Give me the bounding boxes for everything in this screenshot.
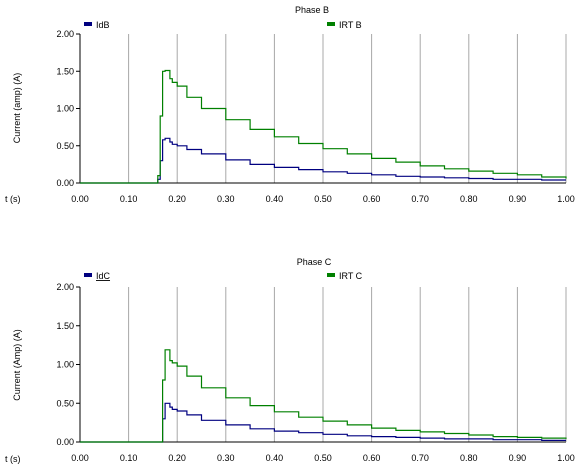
x-tick-label: 0.00 [71,453,89,463]
x-tick-label: 0.10 [120,194,138,204]
y-tick-label: 2.00 [56,282,74,292]
x-tick-label: 0.60 [363,194,381,204]
x-tick-label: 0.10 [120,453,138,463]
chart-panel-phase-c: Phase C Current (Amp) (A) t (s) IdC IRT … [5,257,575,464]
x-tick-label: 0.40 [266,453,284,463]
chart-title: Phase B [295,5,329,15]
x-tick-label: 0.90 [509,194,527,204]
chart-panel-phase-b: Phase B Current (amp) (A) t (s) IdB IRT … [5,5,575,204]
x-tick-label: 1.00 [557,453,575,463]
legend-label: IdC [96,271,111,281]
legend-label: IdB [96,20,110,30]
plot-area: 0.00 0.10 0.20 0.30 0.40 0.50 0.60 0.70 0.80 0.90… [56,282,574,463]
legend-entry-0: IdC [84,271,111,281]
y-tick-label: 0.50 [56,141,74,151]
series-line-idc [80,402,566,443]
x-tick-label: 0.50 [314,194,332,204]
x-axis-label: t (s) [5,194,21,204]
y-tick-label: 1.00 [56,360,74,370]
x-tick-label: 0.80 [460,453,478,463]
series-line-irt-c [80,349,567,443]
plot-area: 0.00 0.10 0.20 0.30 0.40 0.50 0.60 0.70 0.80 0.90… [56,29,574,204]
x-tick-label: 0.90 [509,453,527,463]
y-tick-label: 1.00 [56,104,74,114]
x-tick-label: 0.20 [168,453,186,463]
x-tick-label: 0.30 [217,194,235,204]
x-tick-label: 1.00 [557,194,575,204]
y-axis-label: Current (amp) (A) [12,73,22,144]
y-tick-label: 1.50 [56,321,74,331]
x-tick-label: 0.70 [411,453,429,463]
y-axis-label: Current (Amp) (A) [12,329,22,401]
legend-swatch [327,273,335,277]
y-tick-label: 1.50 [56,66,74,76]
chart-title: Phase C [297,257,332,267]
y-tick-label: 2.00 [56,29,74,39]
x-tick-label: 0.20 [168,194,186,204]
y-tick-label: 0.50 [56,398,74,408]
legend-swatch [84,273,92,277]
x-tick-label: 0.00 [71,194,89,204]
x-tick-label: 0.80 [460,194,478,204]
y-tick-label: 0.00 [56,437,74,447]
legend-swatch [327,22,335,26]
legend-entry-0: IdB [84,20,110,30]
legend-swatch [84,22,92,26]
legend-label: IRT B [339,20,362,30]
x-tick-label: 0.60 [363,453,381,463]
x-tick-label: 0.40 [266,194,284,204]
legend-label: IRT C [339,271,363,281]
y-tick-label: 0.00 [56,178,74,188]
x-tick-label: 0.30 [217,453,235,463]
series-line-irt-b [80,69,567,184]
x-tick-label: 0.50 [314,453,332,463]
series-line-idb [80,137,566,184]
x-tick-label: 0.70 [411,194,429,204]
legend-entry-1: IRT B [327,20,362,30]
legend-entry-1: IRT C [327,271,363,281]
x-axis-label: t (s) [5,454,21,464]
